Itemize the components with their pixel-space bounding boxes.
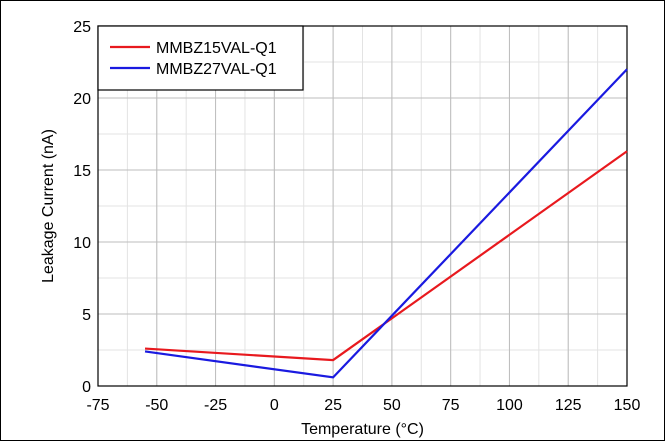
series-line: [144, 150, 628, 362]
x-tick-label: 100: [496, 397, 523, 414]
series-lines: [144, 68, 628, 379]
y-axis-label: Leakage Current (nA): [40, 129, 57, 283]
y-tick-label: 20: [73, 91, 91, 108]
x-tick-label: -25: [204, 397, 227, 414]
legend: MMBZ15VAL-Q1 MMBZ27VAL-Q1: [97, 25, 304, 91]
x-tick-label: 125: [555, 397, 582, 414]
y-tick-label: 0: [82, 379, 91, 396]
x-tick-label: 50: [383, 397, 401, 414]
y-axis-ticks: 0 5 10 15 20 25: [73, 19, 91, 396]
x-tick-label: 75: [442, 397, 460, 414]
y-tick-label: 25: [73, 19, 91, 36]
x-tick-label: -75: [86, 397, 109, 414]
legend-box: [97, 25, 304, 91]
x-axis-ticks: -75 -50 -25 0 25 50 75 100 125 150: [86, 397, 640, 414]
y-tick-label: 15: [73, 163, 91, 180]
plot-area-border: [97, 25, 628, 387]
x-axis-label: Temperature (°C): [301, 421, 424, 438]
legend-label: MMBZ15VAL-Q1: [156, 40, 277, 57]
x-tick-label: 0: [270, 397, 279, 414]
y-tick-label: 10: [73, 235, 91, 252]
series-line: [144, 68, 628, 379]
y-tick-label: 5: [82, 307, 91, 324]
x-tick-label: -50: [145, 397, 168, 414]
x-tick-label: 25: [324, 397, 342, 414]
x-tick-label: 150: [614, 397, 641, 414]
legend-label: MMBZ27VAL-Q1: [156, 61, 277, 78]
